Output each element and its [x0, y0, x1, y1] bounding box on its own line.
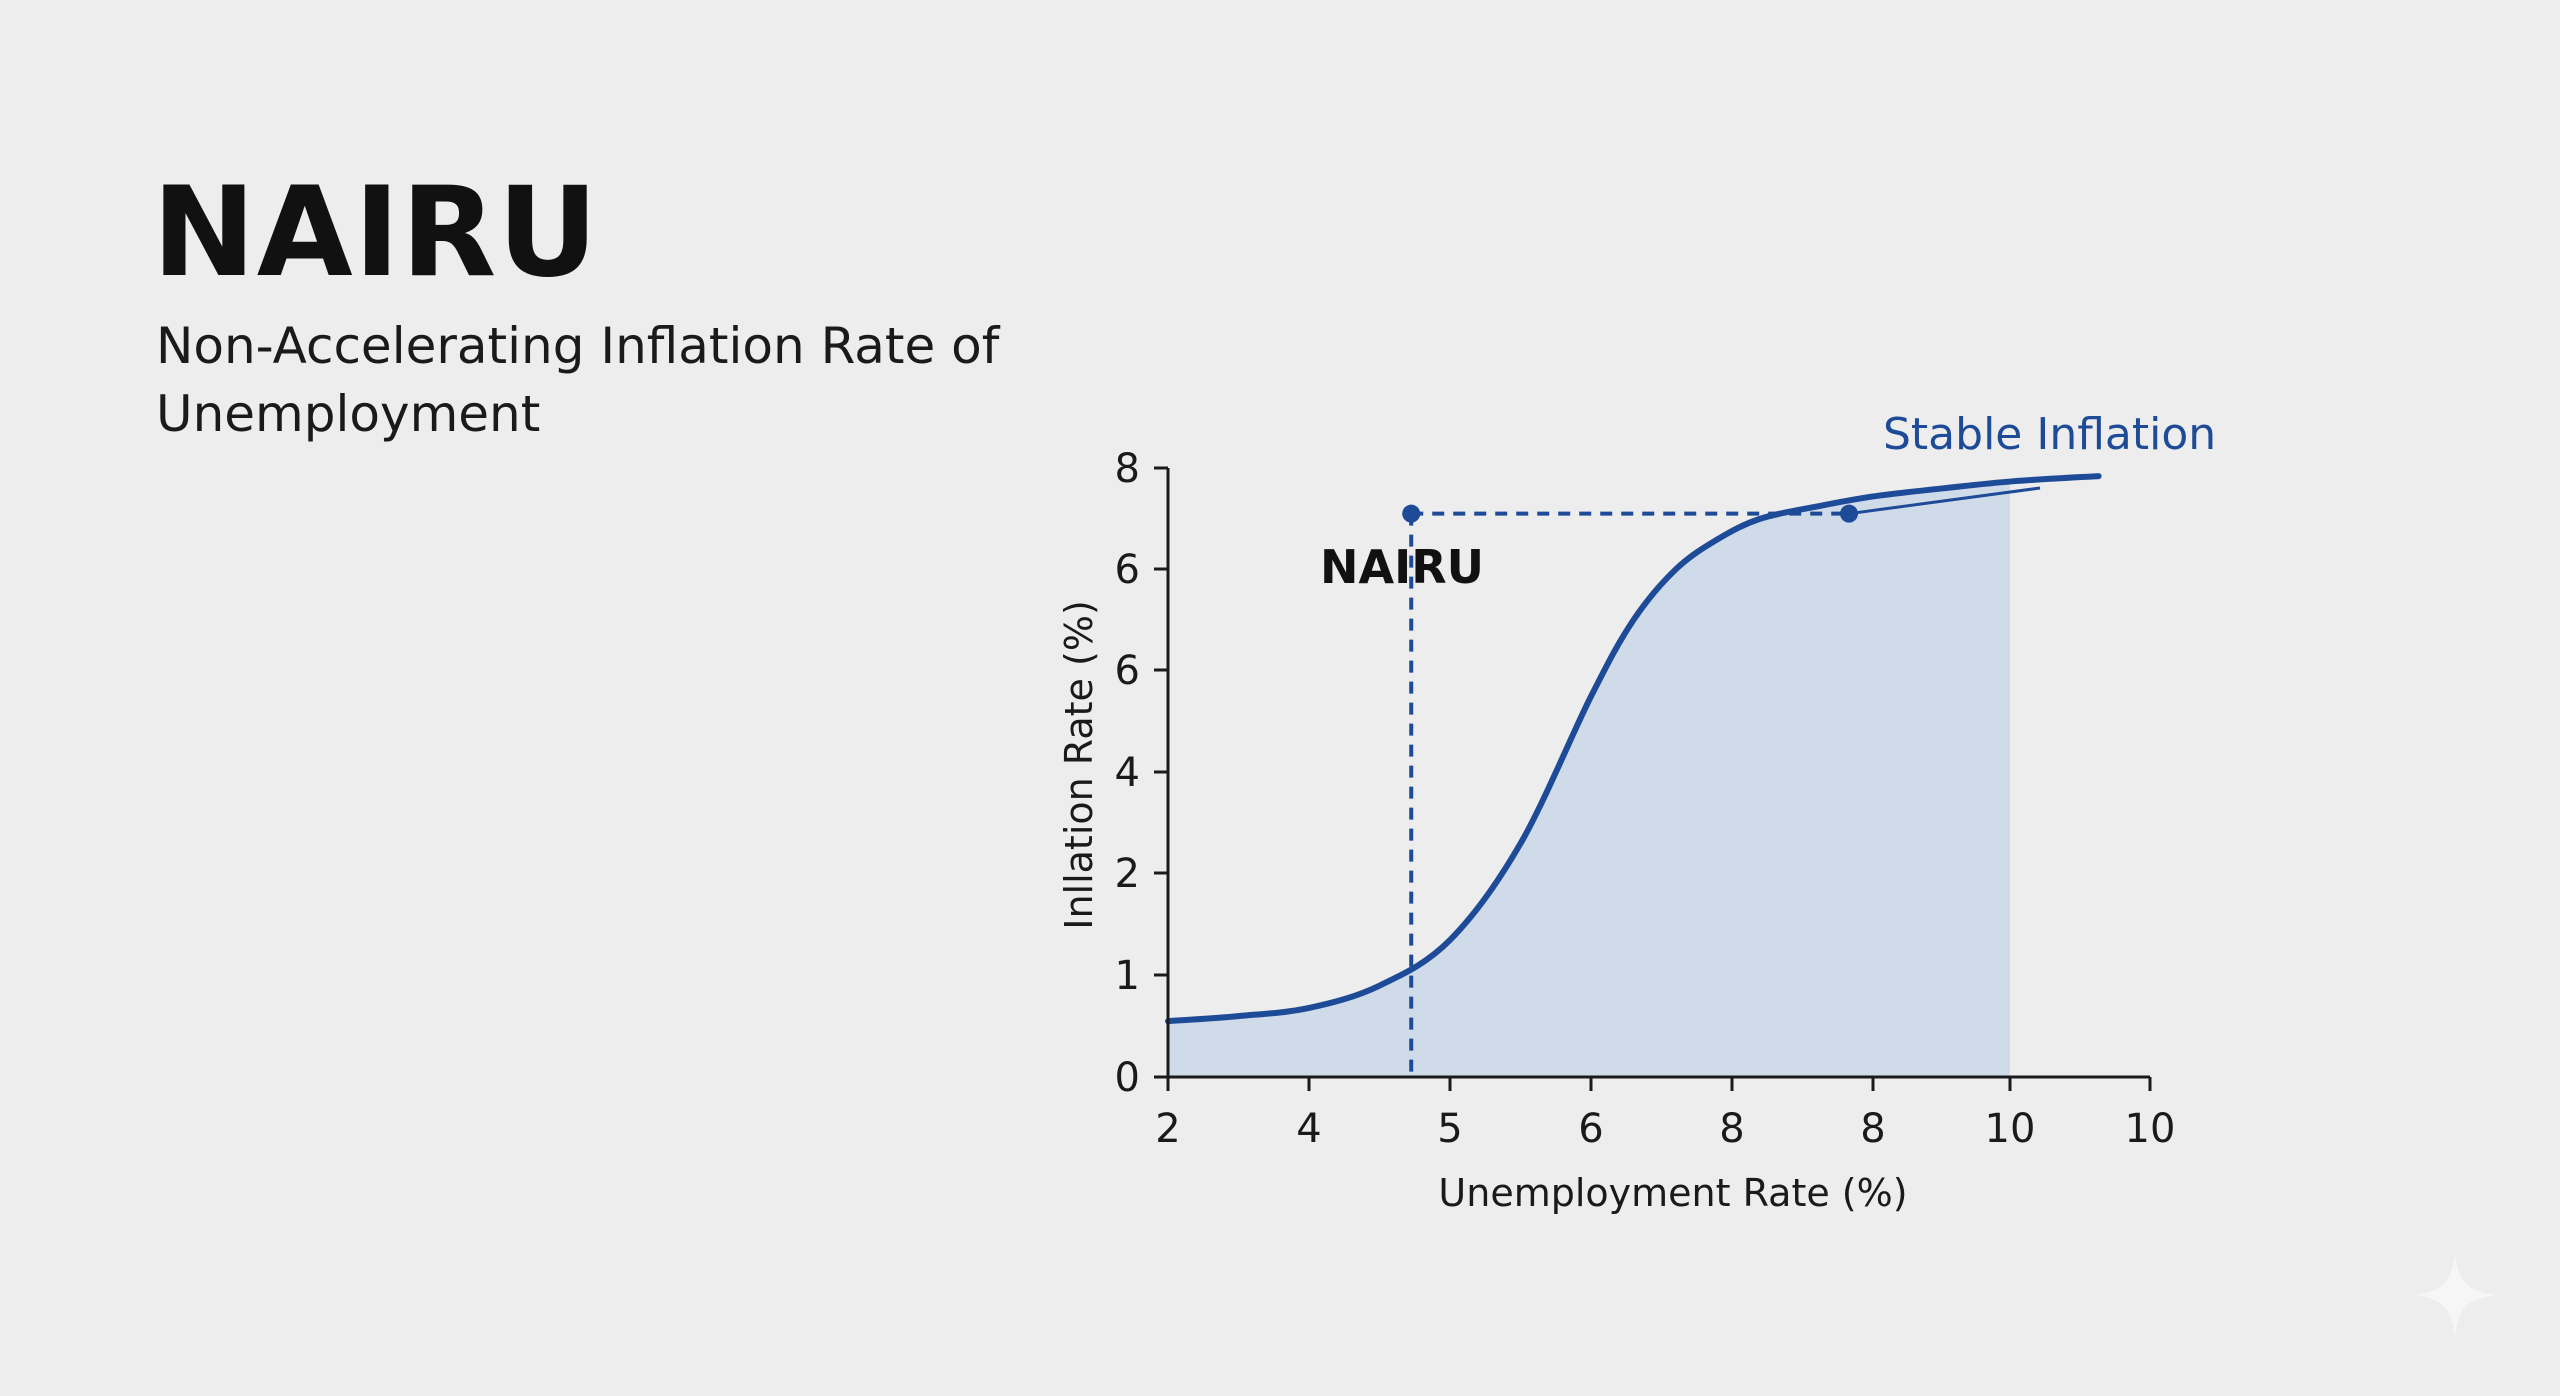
y-ticks: 0 1 2 4 6 6 8: [1115, 446, 1168, 1101]
page-subtitle: Non-Accelerating Inflation Rate of Unemp…: [156, 317, 1000, 443]
stable-inflation-pointer: [1848, 486, 2041, 516]
x-tick-label: 8: [1719, 1106, 1744, 1152]
area-fill: [1168, 481, 2010, 1077]
x-tick-label: 8: [1860, 1106, 1885, 1152]
x-tick-label: 6: [1578, 1106, 1603, 1152]
page-title: NAIRU: [152, 161, 600, 305]
nairu-point: [1402, 504, 1421, 523]
y-axis-title: Inllation Rate (%): [1057, 600, 1101, 930]
x-tick-label: 10: [1985, 1106, 2036, 1152]
y-tick-label: 8: [1115, 446, 1140, 492]
stable-inflation-label: Stable Inflation: [1883, 409, 2216, 460]
x-tick-label: 2: [1155, 1106, 1180, 1152]
axes: 2 4 5 6 8 8 10 10 0 1 2 4 6 6 8: [1115, 446, 2176, 1152]
y-tick-label: 6: [1115, 547, 1140, 593]
x-tick-label: 5: [1437, 1106, 1462, 1152]
x-ticks: 2 4 5 6 8 8 10 10: [1155, 1077, 2175, 1152]
y-tick-label: 0: [1115, 1055, 1140, 1101]
y-tick-label: 4: [1115, 750, 1140, 796]
y-tick-label: 2: [1115, 851, 1140, 897]
sparkle-icon: [2413, 1253, 2497, 1337]
stable-point: [1840, 504, 1859, 523]
y-tick-label: 1: [1115, 953, 1140, 999]
plot-area: [1165, 473, 2102, 1077]
y-tick-label: 6: [1115, 648, 1140, 694]
x-tick-label: 4: [1296, 1106, 1321, 1152]
nairu-annotation-label: NAIRU: [1320, 540, 1484, 594]
x-tick-label: 10: [2125, 1106, 2176, 1152]
curve-line: [1165, 473, 2102, 1025]
x-axis-title: Unemployment Rate (%): [1438, 1171, 1907, 1215]
